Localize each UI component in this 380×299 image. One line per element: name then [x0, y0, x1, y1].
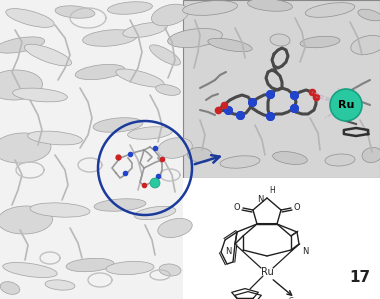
Ellipse shape	[150, 45, 180, 65]
Ellipse shape	[3, 263, 57, 277]
Ellipse shape	[158, 219, 192, 237]
Circle shape	[150, 178, 160, 188]
Ellipse shape	[24, 44, 71, 66]
Ellipse shape	[13, 88, 67, 102]
Ellipse shape	[208, 38, 252, 52]
Ellipse shape	[116, 69, 164, 87]
Ellipse shape	[220, 156, 260, 168]
Ellipse shape	[30, 203, 90, 217]
Ellipse shape	[0, 70, 43, 100]
Ellipse shape	[134, 206, 176, 220]
Circle shape	[330, 89, 362, 121]
Text: C: C	[289, 297, 293, 299]
Ellipse shape	[6, 9, 54, 28]
Bar	[183, 178, 380, 299]
Bar	[183, 0, 380, 178]
Text: N: N	[258, 195, 264, 204]
Ellipse shape	[0, 282, 20, 294]
Ellipse shape	[45, 280, 75, 290]
Text: N: N	[302, 247, 309, 256]
Ellipse shape	[351, 36, 380, 54]
Ellipse shape	[152, 4, 188, 26]
Ellipse shape	[28, 131, 82, 145]
Ellipse shape	[362, 147, 380, 163]
Ellipse shape	[0, 133, 51, 163]
Ellipse shape	[305, 3, 355, 17]
Text: N: N	[226, 247, 232, 256]
Ellipse shape	[0, 37, 45, 53]
Ellipse shape	[188, 147, 212, 163]
Ellipse shape	[248, 0, 293, 11]
Ellipse shape	[75, 64, 125, 80]
Ellipse shape	[358, 9, 380, 21]
Ellipse shape	[300, 36, 340, 48]
Ellipse shape	[55, 6, 95, 18]
Ellipse shape	[66, 258, 114, 272]
Ellipse shape	[273, 152, 307, 164]
Ellipse shape	[108, 2, 152, 14]
Ellipse shape	[123, 22, 167, 37]
Ellipse shape	[158, 138, 192, 158]
Ellipse shape	[82, 30, 138, 46]
Ellipse shape	[128, 127, 173, 139]
Ellipse shape	[106, 261, 154, 274]
Ellipse shape	[183, 1, 238, 15]
Ellipse shape	[270, 34, 290, 46]
Text: Ru: Ru	[338, 100, 354, 110]
Text: O: O	[233, 204, 240, 213]
Ellipse shape	[93, 118, 143, 132]
Text: O: O	[294, 204, 301, 213]
Text: Ru: Ru	[261, 267, 273, 277]
Text: 17: 17	[350, 271, 370, 286]
Ellipse shape	[168, 28, 222, 48]
Ellipse shape	[159, 264, 181, 276]
Ellipse shape	[156, 85, 180, 95]
Ellipse shape	[0, 206, 52, 234]
Ellipse shape	[94, 199, 146, 211]
Text: H: H	[269, 186, 275, 195]
Bar	[0, 0, 185, 299]
Ellipse shape	[325, 154, 355, 166]
